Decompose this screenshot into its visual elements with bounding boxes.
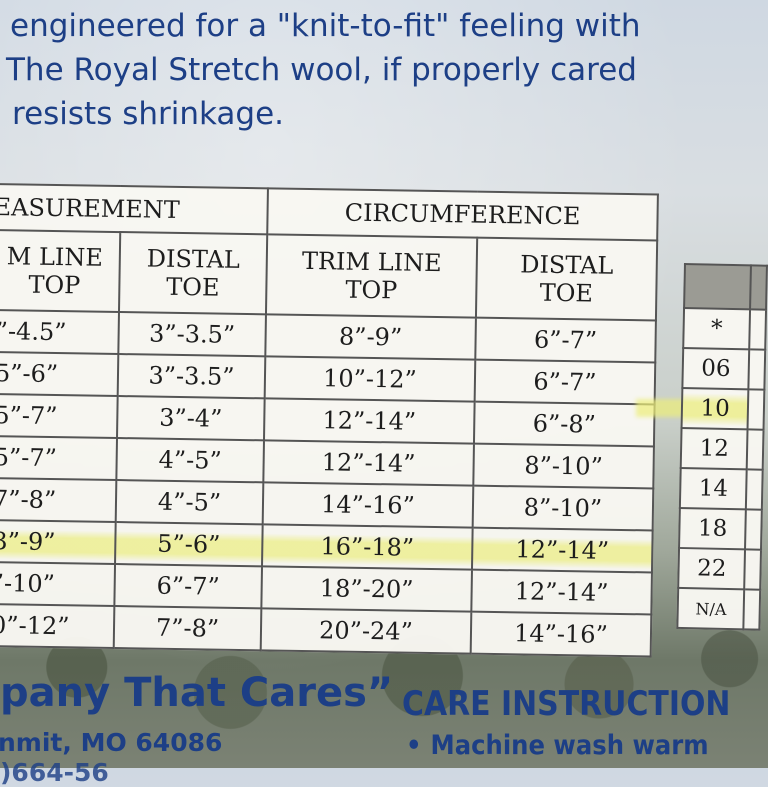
table-cell: 3”-3.5” [117, 354, 266, 399]
company-tagline: pany That Cares” [0, 670, 394, 716]
size-code-row: * [683, 308, 767, 350]
care-instructions: CARE INSTRUCTION • Machine wash warm [402, 684, 768, 761]
company-phone: )664-56 [0, 758, 109, 787]
size-code-row: 12 [680, 427, 764, 470]
intro-line-3: resists shrinkage. [12, 96, 285, 132]
sub-header-line: TOP [345, 275, 398, 305]
size-code-header-row [684, 264, 767, 310]
size-code-cell: 10 [681, 387, 749, 430]
size-code-cell-empty [747, 389, 765, 430]
table-cell: 12”-14” [263, 440, 474, 486]
size-code-cell: N/A [677, 587, 745, 630]
size-code-cell: * [683, 308, 751, 350]
table-cell: ”-4.5” [0, 310, 119, 355]
size-code-cell: 06 [682, 348, 750, 390]
size-code-cell: 22 [678, 547, 746, 590]
size-code-header-cell [684, 264, 752, 310]
sub-header-line: DISTAL [146, 244, 241, 274]
table-cell: 6”-7” [475, 317, 656, 363]
size-code-row: N/A [677, 587, 761, 630]
table-cell: 7”-8” [113, 606, 262, 651]
highlighter-streak [636, 399, 688, 417]
sub-header-trim-line-top: M LINE TOP [0, 230, 121, 313]
size-code-cell-empty [745, 509, 762, 550]
table-cell: 5”-6” [0, 351, 119, 397]
table-cell: 3”-3.5” [118, 312, 266, 357]
circumference-header: CIRCUMFERENCE [267, 188, 658, 241]
table-cell: 7”-8” [0, 477, 117, 523]
bullet-icon: • [406, 730, 422, 761]
table-cell: 14”-16” [262, 482, 474, 528]
care-instructions-title: CARE INSTRUCTION [402, 684, 731, 724]
table-cell: 20”-24” [260, 608, 472, 654]
sub-header-line: TOE [539, 278, 594, 308]
table-cell: 14”-16” [470, 611, 652, 657]
size-code-cell-empty [749, 309, 767, 350]
sub-header-line: DISTAL [519, 250, 614, 280]
size-code-row: 14 [679, 467, 763, 510]
sub-header-row: M LINE TOP DISTAL TOE TRIM LINE TOP DIST… [0, 230, 658, 321]
table-cell: ”-10” [0, 561, 116, 607]
table-cell: 4”-5” [115, 480, 264, 525]
table-cell: 8”-9” [265, 314, 476, 360]
sub-header-distal-toe: DISTAL TOE [475, 237, 658, 321]
table-cell: 3”-4” [117, 396, 265, 441]
intro-line-2: The Royal Stretch wool, if properly care… [6, 52, 637, 88]
table-cell: 6”-7” [474, 359, 656, 405]
table-cell: 12”-14” [471, 527, 653, 573]
sub-header-trim-line-top: TRIM LINE TOP [265, 234, 478, 318]
sub-header-line: TOE [166, 272, 220, 302]
table-cell: 6”-8” [473, 401, 655, 447]
table-cell: 0”-12” [0, 603, 115, 649]
measurement-header: EASUREMENT [0, 184, 268, 235]
sub-header-line: TOP [28, 270, 81, 300]
size-code-header-cell [750, 265, 767, 310]
size-code-cell-empty [748, 349, 766, 390]
table-cell: 16”-18” [262, 524, 473, 570]
table-cell: 5”-6” [115, 522, 263, 567]
table-cell: 5”-7” [0, 393, 118, 439]
size-code-row-highlighted: 10 [681, 387, 765, 430]
size-code-cell-empty [746, 469, 763, 510]
table-cell: 5”-7” [0, 435, 118, 481]
table-cell: 8”-10” [473, 443, 654, 489]
size-code-row: 22 [678, 547, 762, 590]
size-code-table: * 06 10 12 14 18 22 N/A [676, 263, 768, 631]
sub-header-distal-toe: DISTAL TOE [118, 232, 268, 315]
table-cell: 18”-20” [261, 566, 472, 612]
table-cell: 6”-7” [114, 564, 263, 609]
size-code-row: 06 [682, 348, 766, 390]
size-code-cell: 18 [679, 507, 747, 550]
intro-line-1: engineered for a "knit-to-fit" feeling w… [10, 8, 641, 44]
size-chart-table: EASUREMENT CIRCUMFERENCE M LINE TOP DIST… [0, 183, 659, 658]
size-code-cell: 14 [679, 467, 748, 510]
table-cell: 3”-9” [0, 519, 116, 565]
size-code-cell-empty [744, 549, 762, 590]
table-cell: 10”-12” [264, 356, 476, 402]
size-code-cell-empty [747, 429, 764, 470]
company-address: nmit, MO 64086 [0, 728, 223, 757]
table-cell: 12”-14” [471, 569, 652, 615]
care-instruction-item: • Machine wash warm [406, 730, 709, 761]
sub-header-line: TRIM LINE [301, 246, 442, 278]
size-code-row: 18 [679, 507, 762, 550]
table-cell: 8”-10” [472, 485, 654, 531]
care-instruction-text: Machine wash warm [430, 730, 709, 761]
size-code-cell: 12 [680, 427, 748, 470]
table-cell: 12”-14” [263, 398, 475, 444]
intro-text: engineered for a "knit-to-fit" feeling w… [4, 4, 768, 136]
table-cell: 4”-5” [116, 438, 264, 483]
size-code-cell-empty [743, 589, 761, 630]
sub-header-line: M LINE [6, 242, 104, 272]
